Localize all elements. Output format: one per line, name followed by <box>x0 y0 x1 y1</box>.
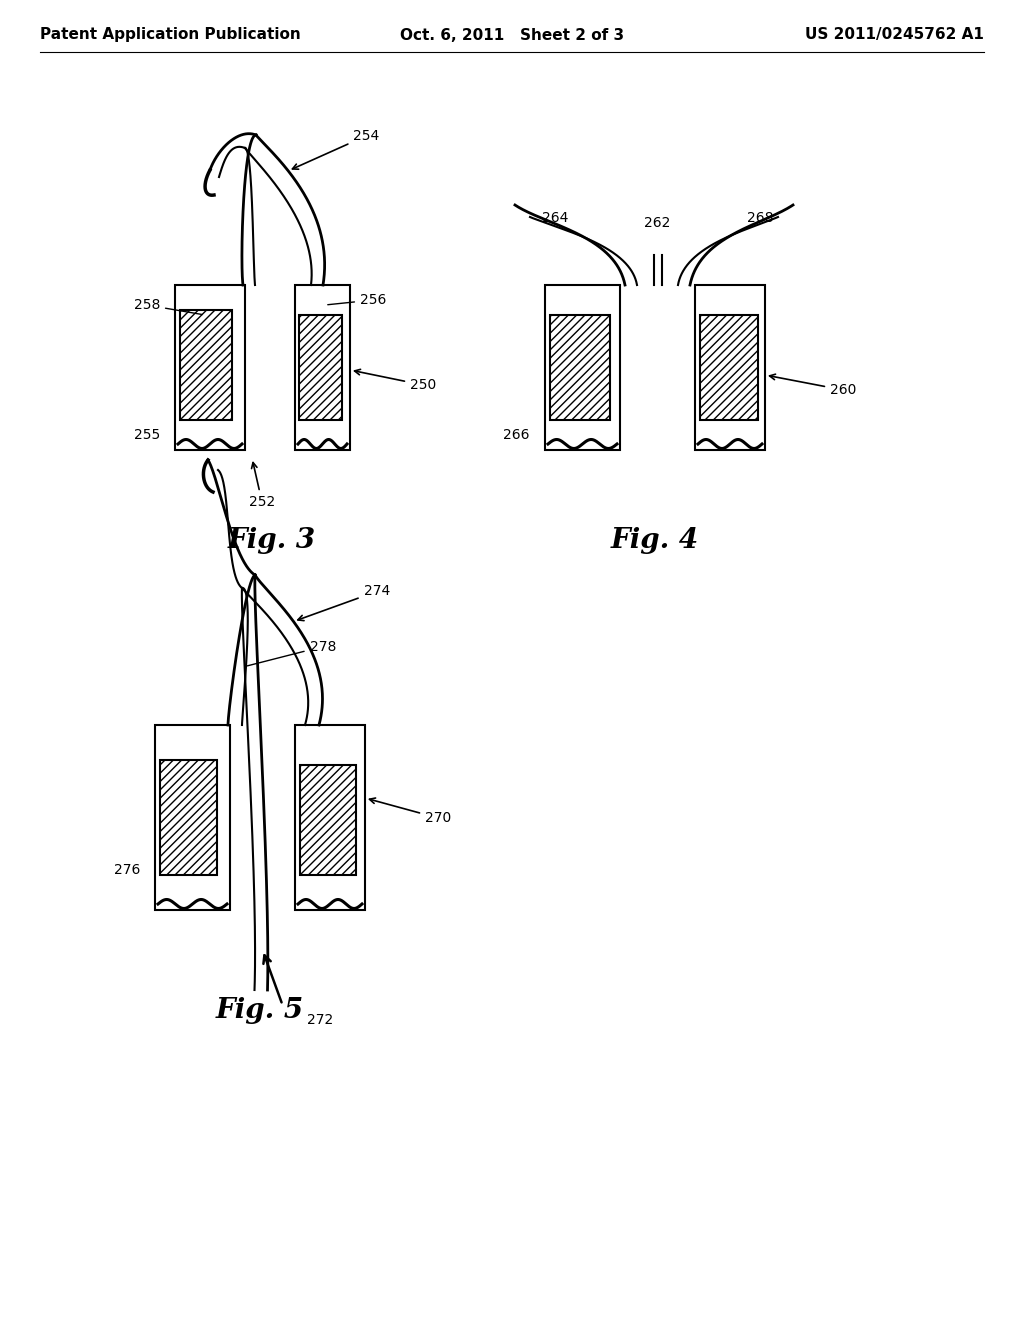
Text: 262: 262 <box>644 216 671 230</box>
Text: 252: 252 <box>249 462 275 510</box>
Text: Fig. 3: Fig. 3 <box>228 527 316 553</box>
Text: 254: 254 <box>293 129 380 169</box>
Bar <box>545 285 620 450</box>
Text: Fig. 5: Fig. 5 <box>216 997 304 1023</box>
Text: 258: 258 <box>133 298 203 314</box>
Bar <box>300 766 356 875</box>
Text: Patent Application Publication: Patent Application Publication <box>40 28 301 42</box>
Text: 256: 256 <box>328 293 386 308</box>
Bar <box>299 315 342 420</box>
Text: 270: 270 <box>370 799 452 825</box>
Text: 272: 272 <box>307 1012 334 1027</box>
Text: 250: 250 <box>354 370 436 392</box>
Text: 274: 274 <box>298 585 390 620</box>
Text: 268: 268 <box>746 211 773 224</box>
Text: 260: 260 <box>770 374 856 397</box>
Bar <box>160 760 217 875</box>
Bar <box>155 725 230 909</box>
Bar <box>295 725 365 909</box>
Text: 276: 276 <box>114 863 140 876</box>
Bar <box>700 315 758 420</box>
Bar <box>175 285 245 450</box>
Text: Fig. 4: Fig. 4 <box>611 527 699 553</box>
Bar <box>695 285 765 450</box>
Text: 278: 278 <box>247 640 336 665</box>
Text: 266: 266 <box>504 428 530 442</box>
Text: Oct. 6, 2011   Sheet 2 of 3: Oct. 6, 2011 Sheet 2 of 3 <box>400 28 624 42</box>
Bar <box>180 310 232 420</box>
Text: US 2011/0245762 A1: US 2011/0245762 A1 <box>805 28 984 42</box>
Bar <box>295 285 350 450</box>
Text: 264: 264 <box>542 211 568 224</box>
Bar <box>550 315 610 420</box>
Text: 255: 255 <box>134 428 160 442</box>
